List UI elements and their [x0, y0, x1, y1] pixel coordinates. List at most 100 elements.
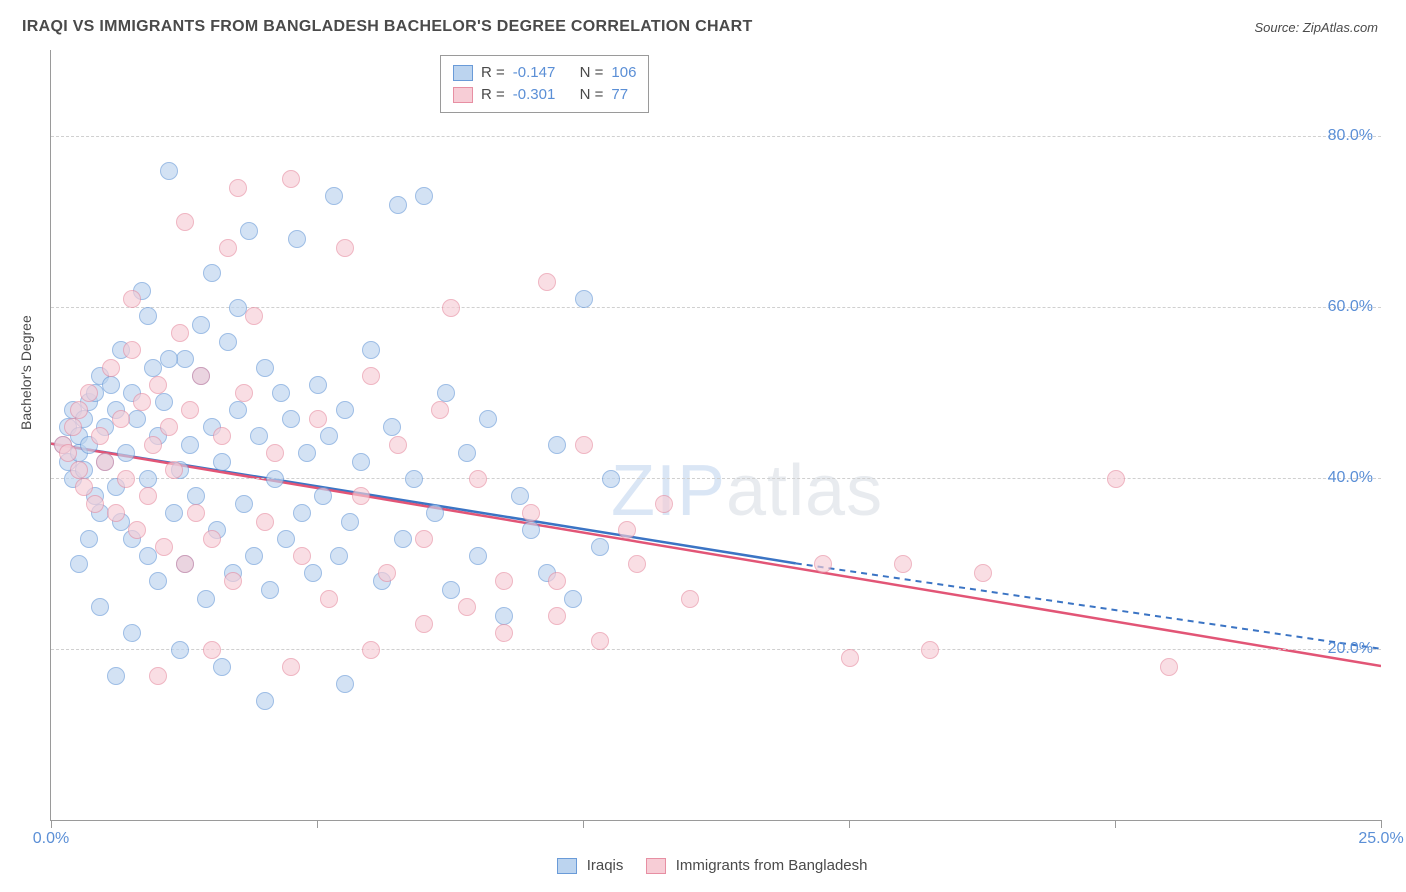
x-tick [583, 820, 584, 828]
data-point [495, 607, 513, 625]
data-point [602, 470, 620, 488]
data-point [181, 401, 199, 419]
y-tick-label: 80.0% [1328, 127, 1373, 145]
data-point [139, 470, 157, 488]
data-point [591, 632, 609, 650]
legend-stats-row-2: R = -0.301 N = 77 [453, 84, 636, 106]
data-point [203, 641, 221, 659]
y-axis-title: Bachelor's Degree [18, 315, 34, 430]
legend-label-1: Iraqis [587, 857, 624, 874]
data-point [80, 384, 98, 402]
data-point [107, 504, 125, 522]
data-point [187, 504, 205, 522]
legend-bottom: Iraqis Immigrants from Bangladesh [0, 857, 1406, 874]
data-point [655, 495, 673, 513]
data-point [362, 641, 380, 659]
gridline [51, 136, 1381, 137]
data-point [458, 444, 476, 462]
data-point [112, 410, 130, 428]
data-point [974, 564, 992, 582]
data-point [102, 359, 120, 377]
data-point [921, 641, 939, 659]
data-point [405, 470, 423, 488]
data-point [314, 487, 332, 505]
n-label: N = [580, 84, 604, 106]
data-point [681, 590, 699, 608]
data-point [86, 495, 104, 513]
data-point [272, 384, 290, 402]
watermark-atlas: atlas [726, 451, 883, 531]
data-point [203, 264, 221, 282]
data-point [229, 179, 247, 197]
source-label: Source: ZipAtlas.com [1254, 20, 1378, 35]
r-label: R = [481, 84, 505, 106]
data-point [176, 213, 194, 231]
data-point [394, 530, 412, 548]
data-point [219, 333, 237, 351]
data-point [155, 538, 173, 556]
data-point [70, 401, 88, 419]
legend-stats: R = -0.147 N = 106 R = -0.301 N = 77 [440, 55, 649, 113]
data-point [320, 427, 338, 445]
x-tick-label: 0.0% [33, 830, 69, 848]
watermark-zip: ZIP [611, 451, 726, 531]
legend-stats-row-1: R = -0.147 N = 106 [453, 62, 636, 84]
data-point [266, 470, 284, 488]
data-point [548, 607, 566, 625]
data-point [64, 418, 82, 436]
data-point [203, 530, 221, 548]
data-point [213, 453, 231, 471]
data-point [139, 487, 157, 505]
data-point [256, 692, 274, 710]
data-point [245, 307, 263, 325]
n-value-1: 106 [611, 62, 636, 84]
swatch-series-1 [453, 65, 473, 81]
data-point [123, 341, 141, 359]
data-point [352, 487, 370, 505]
gridline [51, 478, 1381, 479]
data-point [288, 230, 306, 248]
data-point [213, 427, 231, 445]
swatch-series-1 [557, 858, 577, 874]
watermark: ZIPatlas [611, 450, 883, 532]
data-point [298, 444, 316, 462]
data-point [70, 461, 88, 479]
data-point [479, 410, 497, 428]
data-point [213, 658, 231, 676]
data-point [96, 453, 114, 471]
data-point [389, 196, 407, 214]
data-point [117, 444, 135, 462]
data-point [628, 555, 646, 573]
data-point [548, 436, 566, 454]
data-point [245, 547, 263, 565]
data-point [256, 359, 274, 377]
data-point [469, 547, 487, 565]
data-point [293, 547, 311, 565]
data-point [192, 367, 210, 385]
data-point [165, 461, 183, 479]
data-point [894, 555, 912, 573]
data-point [261, 581, 279, 599]
data-point [442, 581, 460, 599]
data-point [575, 290, 593, 308]
x-tick-label: 25.0% [1358, 830, 1403, 848]
data-point [378, 564, 396, 582]
data-point [149, 667, 167, 685]
data-point [144, 436, 162, 454]
data-point [256, 513, 274, 531]
data-point [437, 384, 455, 402]
data-point [591, 538, 609, 556]
x-tick [51, 820, 52, 828]
data-point [250, 427, 268, 445]
r-label: R = [481, 62, 505, 84]
data-point [458, 598, 476, 616]
data-point [304, 564, 322, 582]
data-point [330, 547, 348, 565]
data-point [240, 222, 258, 240]
data-point [383, 418, 401, 436]
n-value-2: 77 [611, 84, 628, 106]
data-point [415, 187, 433, 205]
data-point [362, 367, 380, 385]
data-point [415, 530, 433, 548]
data-point [522, 521, 540, 539]
